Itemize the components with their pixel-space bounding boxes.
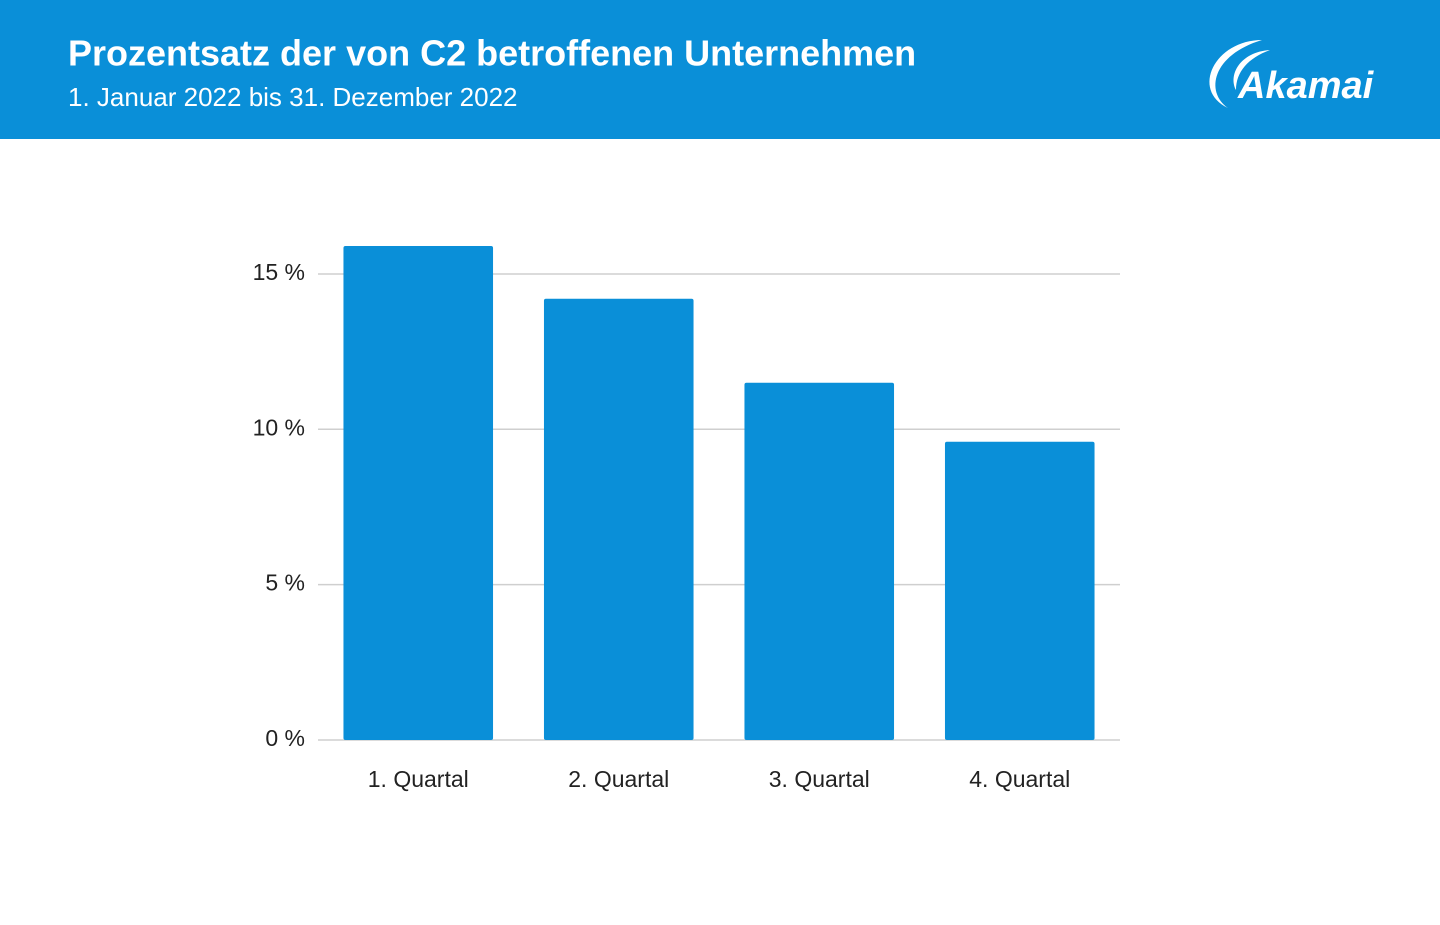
logo-swoosh xyxy=(1209,40,1262,108)
bar xyxy=(343,245,494,740)
logo-swoosh xyxy=(1233,50,1270,90)
logo-text: Akamai xyxy=(1237,65,1375,107)
chart-subtitle: 1. Januar 2022 bis 31. Dezember 2022 xyxy=(68,82,518,112)
y-tick-label: 10 % xyxy=(253,414,305,440)
bar xyxy=(744,382,895,740)
x-tick-label: 4. Quartal xyxy=(969,766,1070,792)
chart-title: Prozentsatz der von C2 betroffenen Unter… xyxy=(68,33,916,74)
bar xyxy=(944,441,1095,740)
x-tick-label: 2. Quartal xyxy=(568,766,669,792)
y-tick-label: 0 % xyxy=(265,725,305,751)
header-band xyxy=(0,0,1440,139)
x-tick-label: 1. Quartal xyxy=(368,766,469,792)
logo: Akamai xyxy=(1209,40,1375,108)
bar xyxy=(543,298,694,740)
y-tick-label: 5 % xyxy=(265,570,305,596)
x-tick-label: 3. Quartal xyxy=(769,766,870,792)
y-tick-label: 15 % xyxy=(253,259,305,285)
